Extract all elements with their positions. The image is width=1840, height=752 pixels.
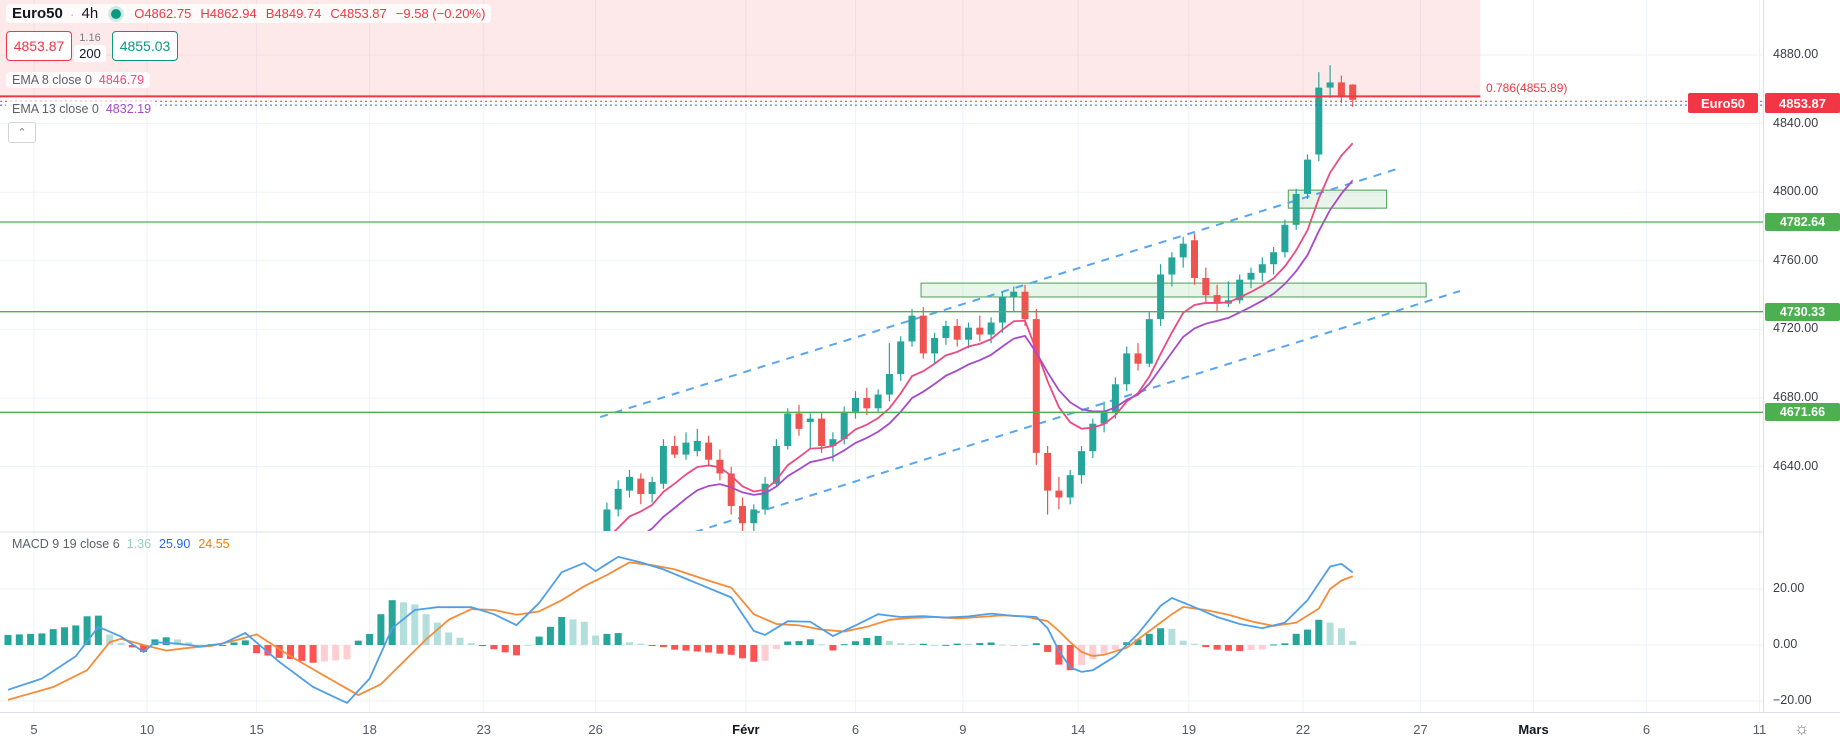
macd-values: 1.36 25.90 24.55	[127, 537, 230, 551]
macd-label: MACD 9 19 close 6	[12, 537, 120, 551]
time-tick-label: 22	[1295, 722, 1311, 737]
time-tick-label: 6	[1642, 722, 1651, 737]
symbol-interval: 4h	[81, 5, 99, 22]
macd-tick-label: −20.00	[1773, 693, 1812, 707]
change-value: −9.58 (−0.20%)	[395, 6, 486, 21]
trend-channel-upper-line[interactable]	[599, 167, 1401, 418]
macd-histogram	[4, 600, 1357, 671]
last-price-badge: 4853.87	[1765, 93, 1840, 113]
symbol-name: Euro50	[12, 5, 63, 22]
macd-line-value: 25.90	[159, 537, 191, 551]
price-level-badge: 4730.33	[1765, 302, 1840, 321]
ema-8-line[interactable]	[607, 142, 1354, 539]
ema13-label: EMA 13 close 0	[12, 102, 99, 116]
symbol-legend[interactable]: Euro50 · 4h O4862.75 H4862.94 B4849.74 C…	[6, 4, 492, 23]
time-tick-label: 26	[588, 722, 603, 737]
price-level-badge: 4671.66	[1765, 403, 1840, 422]
sell-button[interactable]: 4853.87	[6, 31, 72, 61]
time-axis[interactable]: 5 10 15 18 23 26 Févr 6 9 14 19 22 27 Mars 6 11	[0, 712, 1840, 752]
price-tick-label: 4640.00	[1773, 458, 1819, 473]
price-tick-label: 4720.00	[1773, 321, 1819, 336]
legend-collapse-button[interactable]: ⌃	[8, 122, 36, 143]
price-tick-label: 4680.00	[1773, 390, 1819, 404]
time-tick-label: 14	[1070, 722, 1086, 737]
timezone-settings-icon[interactable]: ☼	[1794, 719, 1810, 738]
price-tick-label: 4800.00	[1773, 184, 1819, 199]
ema13-value: 4832.19	[105, 102, 152, 116]
lot-size-value: 200	[74, 45, 106, 62]
signal-line	[7, 561, 1354, 701]
time-tick-label: 6	[851, 722, 860, 737]
time-tick-label: 18	[362, 722, 377, 737]
indicator-legend-macd[interactable]: MACD 9 19 close 6 1.36 25.90 24.55	[6, 536, 236, 552]
time-month-label: Mars	[1518, 722, 1549, 737]
ema8-label: EMA 8 close 0	[12, 73, 92, 87]
macd-line	[7, 555, 1354, 705]
time-tick-label: 5	[30, 722, 38, 737]
candles[interactable]	[603, 65, 1357, 538]
ema-13-line[interactable]	[607, 179, 1354, 565]
time-tick-label: 19	[1181, 722, 1197, 737]
open-value: O4862.75	[134, 6, 192, 21]
low-value: B4849.74	[265, 6, 322, 21]
ema8-value: 4846.79	[98, 73, 145, 87]
price-tick-label: 4840.00	[1773, 115, 1819, 130]
time-tick-label: 15	[249, 722, 264, 737]
indicator-legend-ema8[interactable]: EMA 8 close 0 4846.79	[6, 72, 151, 88]
fib-level-label[interactable]: 0.786(4855.89)	[1486, 81, 1568, 95]
trend-channel-lower-line[interactable]	[694, 290, 1461, 532]
time-month-label: Févr	[732, 722, 760, 737]
indicator-legend-ema13[interactable]: EMA 13 close 0 4832.19	[6, 101, 158, 117]
spread-value: 1.16	[79, 32, 101, 44]
time-tick-label: 23	[476, 722, 491, 737]
price-axis[interactable]: 4853.87 4880.00 4840.00 4800.00 4760.00 4720…	[1763, 0, 1840, 712]
price-tick-label: 4880.00	[1773, 47, 1819, 61]
time-tick-label: 9	[959, 722, 967, 737]
macd-tick-label: 20.00	[1773, 581, 1805, 595]
symbol-price-tag: Euro50	[1688, 93, 1758, 113]
price-tick-label: 4760.00	[1773, 252, 1819, 267]
macd-tick-label: 0.00	[1773, 637, 1798, 651]
macd-pane[interactable]	[4, 555, 1357, 705]
ohlc-values: O4862.75 H4862.94 B4849.74 C4853.87 −9.5…	[134, 6, 485, 21]
time-tick-label: 10	[139, 722, 155, 737]
spread-panel: 1.16 200	[72, 32, 108, 62]
time-tick-label: 27	[1413, 722, 1428, 737]
close-value: C4853.87	[330, 6, 387, 21]
market-status-icon	[111, 8, 122, 19]
macd-hist-value: 1.36	[126, 537, 152, 551]
demand-box[interactable]	[920, 282, 1427, 298]
chevron-up-icon: ⌃	[17, 127, 27, 139]
symbol-separator: ·	[69, 5, 75, 22]
macd-signal-value: 24.55	[198, 537, 230, 551]
buy-button[interactable]: 4855.03	[112, 31, 178, 61]
price-level-badge: 4782.64	[1765, 212, 1840, 231]
high-value: H4862.94	[200, 6, 257, 21]
time-tick-label: 11	[1752, 722, 1767, 737]
grid	[0, 0, 1763, 712]
